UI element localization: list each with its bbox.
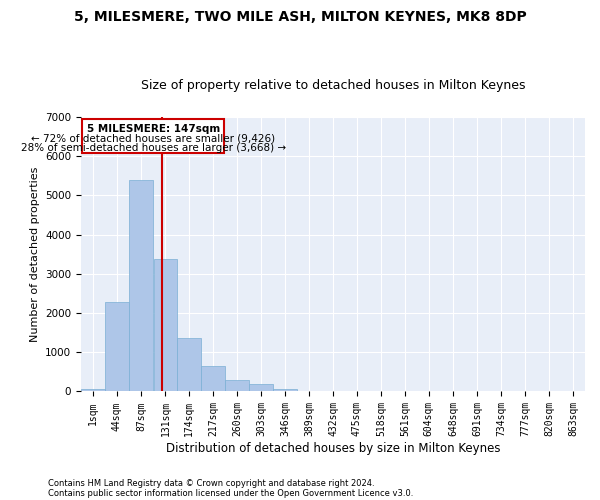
Bar (178, 338, 201, 392)
Y-axis label: Number of detached properties: Number of detached properties (29, 166, 40, 342)
Bar (154, 259, 177, 392)
Text: 28% of semi-detached houses are larger (3,668) →: 28% of semi-detached houses are larger (… (20, 142, 286, 152)
Text: 5, MILESMERE, TWO MILE ASH, MILTON KEYNES, MK8 8DP: 5, MILESMERE, TWO MILE ASH, MILTON KEYNE… (74, 10, 526, 24)
Bar (250, 384, 273, 392)
Bar (226, 380, 249, 392)
Text: Contains public sector information licensed under the Open Government Licence v3: Contains public sector information licen… (48, 488, 413, 498)
X-axis label: Distribution of detached houses by size in Milton Keynes: Distribution of detached houses by size … (166, 442, 500, 455)
Text: Contains HM Land Registry data © Crown copyright and database right 2024.: Contains HM Land Registry data © Crown c… (48, 478, 374, 488)
Text: ← 72% of detached houses are smaller (9,426): ← 72% of detached houses are smaller (9,… (31, 134, 275, 143)
Bar (129, 180, 153, 392)
Bar (273, 389, 297, 392)
Bar (81, 388, 105, 392)
Text: 5 MILESMERE: 147sqm: 5 MILESMERE: 147sqm (86, 124, 220, 134)
Bar (202, 366, 225, 392)
Title: Size of property relative to detached houses in Milton Keynes: Size of property relative to detached ho… (141, 79, 525, 92)
Bar (105, 302, 129, 392)
FancyBboxPatch shape (82, 118, 224, 153)
